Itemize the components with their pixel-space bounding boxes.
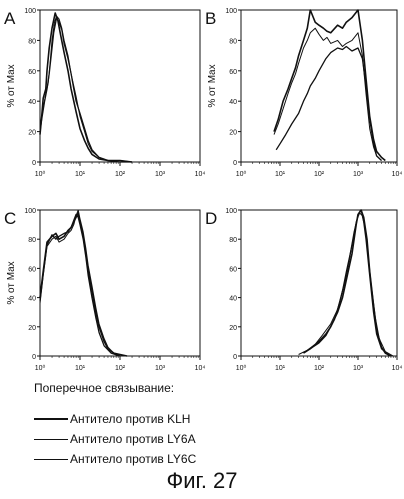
y-tick-label: 0 bbox=[32, 160, 36, 167]
y-tick-label: 100 bbox=[225, 8, 237, 15]
legend-swatch-klh bbox=[34, 418, 68, 420]
plot-frame bbox=[39, 9, 201, 163]
series-line-2 bbox=[39, 209, 121, 357]
panel-a: A % от Max 0 20 40 60 80 100 10⁰ 10¹ 10² 10³ 10⁴ bbox=[4, 8, 205, 178]
y-tick-label: 80 bbox=[28, 237, 36, 244]
y-tick-label: 0 bbox=[32, 354, 36, 361]
y-tick-label: 0 bbox=[233, 160, 237, 167]
series-line-2 bbox=[273, 27, 382, 161]
y-tick-label: 60 bbox=[229, 266, 237, 273]
series-line-3 bbox=[275, 45, 382, 161]
y-tick-label: 20 bbox=[28, 130, 36, 137]
x-tick-label: 10² bbox=[115, 365, 126, 372]
y-tick-label: 40 bbox=[28, 99, 36, 106]
y-tick-label: 60 bbox=[28, 266, 36, 273]
panel-d: D 0 20 40 60 80 100 10⁰ 10¹ 10² 10³ 10⁴ bbox=[205, 208, 402, 372]
legend-item-klh: Антитело против KLH bbox=[34, 412, 190, 426]
y-tick-label: 80 bbox=[229, 38, 237, 45]
y-tick-label: 40 bbox=[229, 99, 237, 106]
x-tick-label: 10⁴ bbox=[195, 365, 206, 372]
y-tick-label: 40 bbox=[229, 296, 237, 303]
x-tick-label: 10⁰ bbox=[35, 170, 46, 178]
panel-label: D bbox=[205, 209, 217, 228]
x-tick-label: 10² bbox=[314, 171, 325, 178]
y-tick-label: 80 bbox=[28, 38, 36, 45]
legend-label-ly6c: Антитело против LY6C bbox=[70, 452, 197, 466]
y-tick-label: 60 bbox=[229, 69, 237, 76]
y-tick-label: 20 bbox=[28, 325, 36, 332]
y-tick-label: 20 bbox=[229, 325, 237, 332]
y-tick-label: 20 bbox=[229, 130, 237, 137]
x-tick-label: 10³ bbox=[155, 365, 166, 372]
plot-frame bbox=[240, 209, 398, 357]
x-tick-label: 10⁰ bbox=[35, 364, 46, 372]
panel-c: C % от Max 0 20 40 60 80 100 10⁰ 10¹ 10² 10³ 10⁴ bbox=[4, 208, 205, 372]
series-line-3 bbox=[39, 213, 121, 357]
series-line-2 bbox=[39, 15, 133, 163]
series-line-3 bbox=[39, 16, 132, 163]
x-tick-label: 10⁰ bbox=[236, 364, 247, 372]
x-tick-label: 10² bbox=[115, 171, 126, 178]
y-tick-label: 100 bbox=[24, 8, 36, 15]
panel-label: B bbox=[205, 9, 216, 28]
figure-caption: Фиг. 27 bbox=[166, 468, 238, 493]
y-tick-label: 60 bbox=[28, 69, 36, 76]
x-tick-label: 10³ bbox=[353, 365, 364, 372]
legend-label-ly6a: Антитело против LY6A bbox=[70, 432, 196, 446]
series-line-3 bbox=[303, 209, 389, 355]
y-tick-label: 40 bbox=[28, 296, 36, 303]
y-tick-label: 100 bbox=[225, 208, 237, 215]
panel-label: A bbox=[4, 9, 16, 28]
panel-label: C bbox=[4, 209, 16, 228]
y-tick-label: 80 bbox=[229, 237, 237, 244]
legend-label-klh: Антитело против KLH bbox=[70, 412, 191, 426]
x-tick-label: 10³ bbox=[353, 171, 364, 178]
legend-item-ly6c: Антитело против LY6C bbox=[34, 452, 196, 466]
panel-b: B % от Max 0 20 40 60 80 100 10⁰ 10¹ 10² 10³ 10⁴ bbox=[205, 8, 402, 178]
legend-title: Поперечное связывание: bbox=[34, 381, 175, 395]
y-axis-label: % от Max bbox=[6, 64, 17, 107]
x-tick-label: 10¹ bbox=[275, 365, 286, 372]
x-tick-label: 10⁰ bbox=[236, 170, 247, 178]
y-axis-label: % от Max bbox=[207, 64, 218, 107]
legend-item-ly6a: Антитело против LY6A bbox=[34, 432, 196, 446]
x-tick-label: 10¹ bbox=[75, 171, 86, 178]
y-axis-label: % от Max bbox=[6, 261, 17, 304]
x-tick-label: 10¹ bbox=[275, 171, 286, 178]
series-line-1 bbox=[303, 209, 392, 357]
x-tick-label: 10⁴ bbox=[392, 171, 403, 178]
x-tick-label: 10¹ bbox=[75, 365, 86, 372]
series-line-1 bbox=[39, 12, 133, 163]
x-tick-label: 10⁴ bbox=[392, 365, 403, 372]
legend-swatch-ly6c bbox=[34, 458, 68, 460]
series-line-1 bbox=[39, 212, 128, 357]
x-tick-label: 10⁴ bbox=[195, 171, 206, 178]
x-tick-label: 10³ bbox=[155, 171, 166, 178]
y-tick-label: 100 bbox=[24, 208, 36, 215]
plot-frame bbox=[39, 209, 201, 357]
x-tick-label: 10² bbox=[314, 365, 325, 372]
y-tick-label: 0 bbox=[233, 354, 237, 361]
legend-swatch-ly6a bbox=[34, 438, 68, 440]
